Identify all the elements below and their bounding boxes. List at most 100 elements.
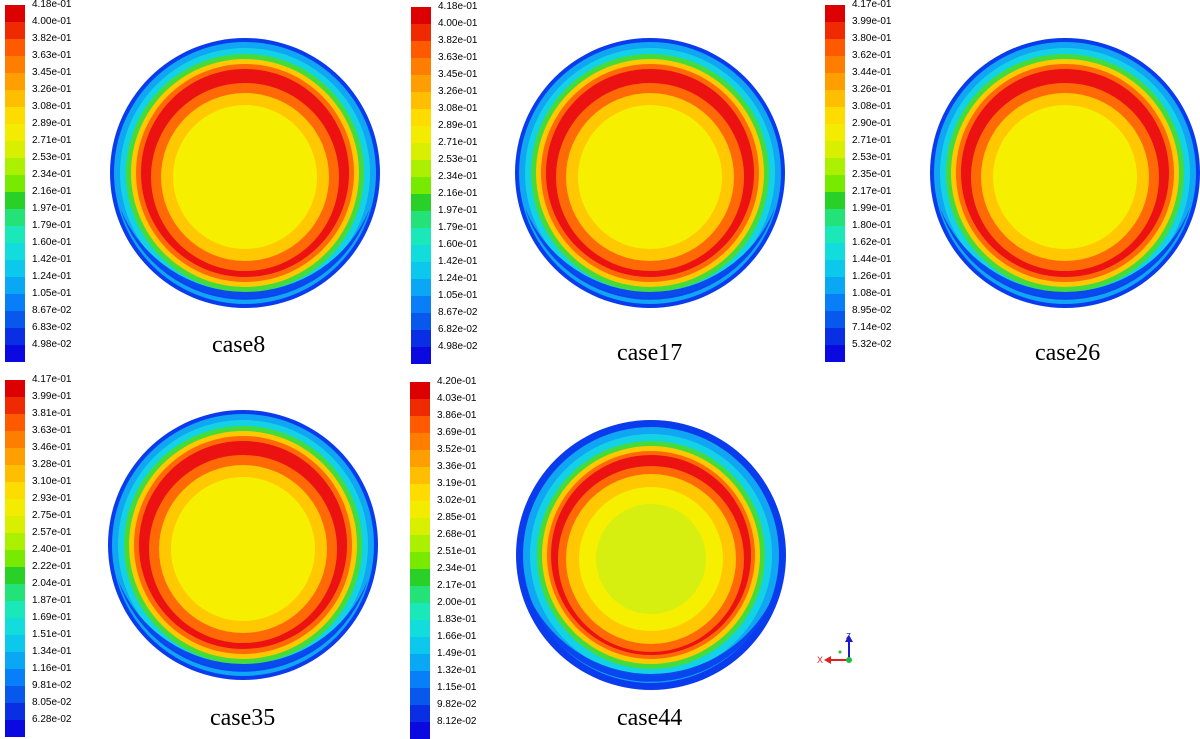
colorbar-swatch [411,75,431,92]
colorbar-swatch [411,211,431,228]
colorbar-tick-label: 3.62e-01 [852,50,892,61]
colorbar-tick-label: 6.83e-02 [32,322,72,333]
colorbar-tick-label: 3.44e-01 [852,67,892,78]
contour-disk-case17 [515,38,785,308]
colorbar-swatch [5,635,25,652]
colorbar-swatch [410,552,430,569]
colorbar-tick-label: 4.18e-01 [32,0,72,10]
bottom-blue-shade [940,208,1190,300]
colorbar-swatch [411,313,431,330]
colorbar-tick-label: 3.46e-01 [32,442,72,453]
colorbar-tick-label: 3.63e-01 [32,425,72,436]
colorbar-tick-label: 4.03e-01 [437,393,477,404]
x-axis-label: X [817,655,823,665]
colorbar-tick-label: 2.35e-01 [852,169,892,180]
colorbar-tick-label: 4.98e-02 [438,341,478,352]
colorbar-tick-label: 1.05e-01 [32,288,72,299]
colorbar-swatch [410,382,430,399]
colorbar-swatch [825,107,845,124]
case-label: case44 [617,705,683,731]
colorbar-swatch [410,586,430,603]
colorbar-tick-label: 2.17e-01 [437,580,477,591]
colorbar-tick-label: 2.00e-01 [437,597,477,608]
colorbar-swatch [410,518,430,535]
colorbar-tick-label: 1.08e-01 [852,288,892,299]
colorbar-tick-label: 3.08e-01 [852,101,892,112]
colorbar-swatch [411,160,431,177]
colorbar-swatch [5,328,25,345]
colorbar-swatch [411,262,431,279]
case-label: case26 [1035,340,1101,366]
contour-disk-case44 [516,420,786,690]
colorbar-tick-label: 3.26e-01 [438,86,478,97]
colorbar-tick-label: 4.98e-02 [32,339,72,350]
colorbar-swatch [825,175,845,192]
colorbar-tick-label: 1.60e-01 [438,239,478,250]
core-yellow [171,477,315,621]
colorbar-swatch [5,414,25,431]
colorbar-tick-label: 1.26e-01 [852,271,892,282]
colorbar-tick-label: 3.82e-01 [438,35,478,46]
colorbar-tick-label: 3.82e-01 [32,33,72,44]
contour-disk-case26 [930,38,1200,308]
colorbar-swatch [825,124,845,141]
colorbar-tick-label: 8.12e-02 [437,716,477,727]
colorbar-tick-label: 2.85e-01 [437,512,477,523]
contour-disk-case8 [110,38,380,308]
core-yellow [993,105,1137,249]
colorbar-swatch [410,654,430,671]
colorbar-swatch [5,22,25,39]
z-axis-label: Z [846,632,851,641]
colorbar-tick-label: 3.28e-01 [32,459,72,470]
colorbar-swatch [825,141,845,158]
colorbar-tick-label: 3.19e-01 [437,478,477,489]
colorbar-tick-label: 2.68e-01 [437,529,477,540]
colorbar-swatch [5,56,25,73]
colorbar-swatch [825,56,845,73]
colorbar-swatch [825,73,845,90]
colorbar-swatch [5,567,25,584]
colorbar-tick-label: 1.24e-01 [32,271,72,282]
colorbar-swatch [411,194,431,211]
colorbar-tick-label: 1.51e-01 [32,629,72,640]
colorbar-swatch [410,433,430,450]
case-label: case8 [212,332,266,358]
case-label: case35 [210,705,276,731]
axis-triad: Z X [817,632,853,665]
colorbar-tick-label: 3.52e-01 [437,444,477,455]
colorbar-swatch [410,620,430,637]
colorbar-tick-label: 1.49e-01 [437,648,477,659]
case-label: case17 [617,340,683,366]
colorbar-swatch [5,124,25,141]
colorbar-swatch [411,7,431,24]
colorbar-tick-label: 3.26e-01 [32,84,72,95]
y-axis-dot [838,650,842,654]
colorbar-tick-label: 2.04e-01 [32,578,72,589]
colorbar-tick-label: 3.86e-01 [437,410,477,421]
colorbar-tick-label: 1.79e-01 [438,222,478,233]
colorbar-swatch [5,90,25,107]
colorbar-tick-label: 1.62e-01 [852,237,892,248]
colorbar-swatch [825,311,845,328]
colorbar-tick-label: 4.17e-01 [852,0,892,10]
colorbar-swatch [5,39,25,56]
colorbar-tick-label: 2.71e-01 [438,137,478,148]
colorbar-swatch [411,41,431,58]
colorbar-swatch [5,158,25,175]
colorbar-tick-label: 3.99e-01 [32,391,72,402]
colorbar-tick-label: 3.45e-01 [32,67,72,78]
bottom-blue-shade [118,580,368,672]
colorbar-tick-label: 2.40e-01 [32,544,72,555]
colorbar-tick-label: 8.67e-02 [32,305,72,316]
bottom-blue-shade [526,590,776,682]
colorbar-swatch [410,467,430,484]
colorbar-swatch [5,448,25,465]
colorbar-tick-label: 2.53e-01 [852,152,892,163]
colorbar-tick-label: 4.17e-01 [32,374,72,385]
colorbar-swatch [411,109,431,126]
colorbar-tick-label: 1.15e-01 [437,682,477,693]
colorbar-tick-label: 1.97e-01 [438,205,478,216]
bottom-blue-shade [120,208,370,300]
colorbar-swatch [825,260,845,277]
colorbar-swatch [5,499,25,516]
